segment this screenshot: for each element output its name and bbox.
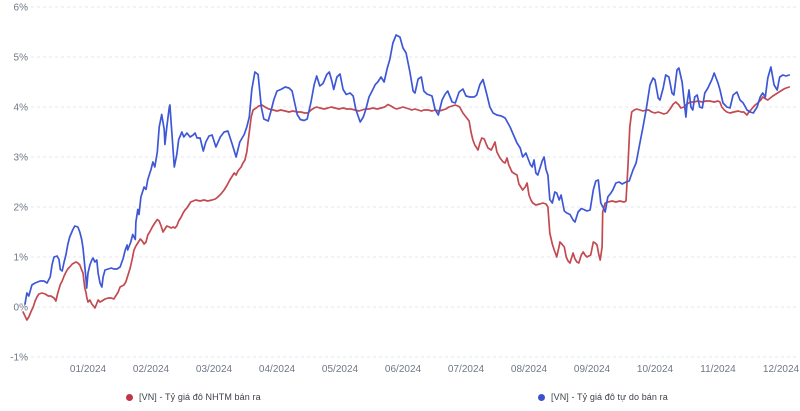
y-axis-tick-label: 2% <box>14 203 29 214</box>
y-axis-tick-label: 0% <box>14 303 29 314</box>
legend-dot-blue-icon <box>538 393 545 401</box>
x-axis-tick-label: 02/2024 <box>133 364 170 375</box>
x-axis-tick-label: 01/2024 <box>70 364 107 375</box>
chart-canvas[interactable]: 6% 5% 4% 3% 2% 1% 0% -1% 01/2024 02/2024 03/2024 04… <box>0 0 800 382</box>
y-axis-tick-label: 5% <box>14 53 29 64</box>
y-axis-tick-label: 4% <box>14 103 29 114</box>
y-axis-tick-label: -1% <box>10 353 28 364</box>
legend-label-tu-do-ban-ra: [VN] - Tỷ giá đô tự do bán ra <box>551 392 668 402</box>
legend-dot-red-icon <box>126 393 133 401</box>
x-axis-tick-label: 09/2024 <box>574 364 611 375</box>
x-axis-tick-label: 10/2024 <box>637 364 674 375</box>
legend-label-nhtm-ban-ra: [VN] - Tỷ giá đô NHTM bán ra <box>139 392 261 402</box>
series-line-tu-do-ban-ra[interactable] <box>24 34 791 305</box>
legend-item-nhtm-ban-ra[interactable]: [VN] - Tỷ giá đô NHTM bán ra <box>126 390 261 404</box>
y-axis-tick-label: 6% <box>14 3 29 14</box>
x-axis-tick-label: 05/2024 <box>322 364 359 375</box>
x-axis-tick-label: 12/2024 <box>763 364 800 375</box>
x-axis-tick-label: 03/2024 <box>196 364 233 375</box>
y-axis-tick-label: 1% <box>14 253 29 264</box>
series-line-nhtm-ban-ra[interactable] <box>22 86 791 321</box>
x-axis-tick-label: 04/2024 <box>259 364 296 375</box>
x-axis-tick-label: 11/2024 <box>700 364 736 375</box>
legend-item-tu-do-ban-ra[interactable]: [VN] - Tỷ giá đô tự do bán ra <box>538 390 668 404</box>
x-axis-tick-label: 08/2024 <box>511 364 548 375</box>
x-axis-tick-label: 06/2024 <box>385 364 422 375</box>
x-axis-tick-label: 07/2024 <box>448 364 485 375</box>
plot-area[interactable] <box>25 7 797 357</box>
y-axis-tick-label: 3% <box>14 153 29 164</box>
